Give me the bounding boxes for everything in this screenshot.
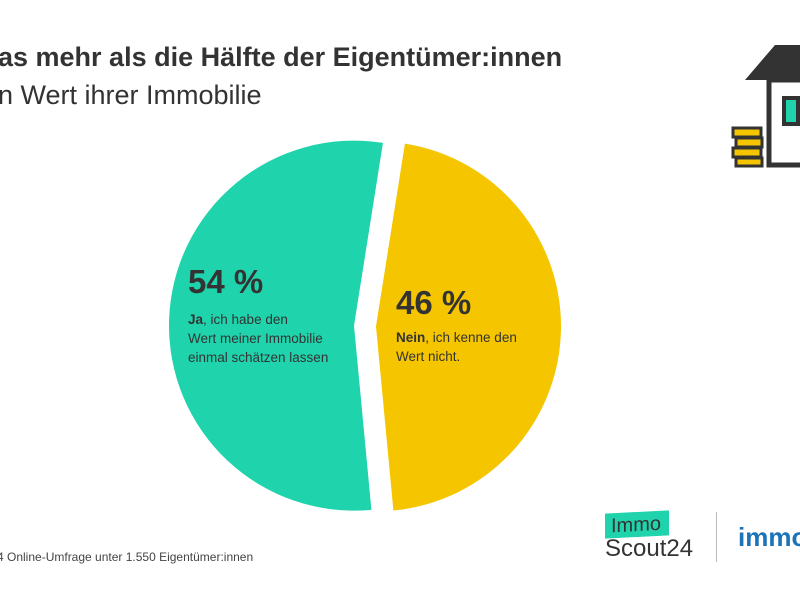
label-line2: Wert meiner Immobilie xyxy=(188,331,323,346)
chart-title: as mehr als die Hälfte der Eigentümer:in… xyxy=(0,42,563,72)
partner-logo: immo xyxy=(738,522,800,552)
logo-scout-text: Scout24 xyxy=(605,535,694,562)
label-rest: , ich habe den xyxy=(203,312,288,327)
slice-label-value-nein: 46 % xyxy=(396,284,472,321)
source-note: 4 Online-Umfrage unter 1.550 Eigentümer:… xyxy=(0,550,254,564)
logo-divider xyxy=(716,512,717,562)
slice-label-value-ja: 54 % xyxy=(188,263,264,300)
label-bold: Ja xyxy=(188,312,204,327)
label-rest: , ich kenne den xyxy=(425,330,517,345)
label-line3: einmal schätzen lassen xyxy=(188,350,329,365)
label-line2: Wert nicht. xyxy=(396,349,461,364)
slice-label-ja: Ja, ich habe den Wert meiner Immobilie e… xyxy=(188,310,328,367)
immoscout24-logo: Immo Scout24 xyxy=(605,510,694,563)
pie-slice-nein xyxy=(375,143,561,511)
logo-immo-text: Immo xyxy=(605,510,669,539)
chart-subtitle: n Wert ihrer Immobilie xyxy=(0,80,262,110)
label-bold: Nein xyxy=(396,330,426,345)
pie-slice-ja xyxy=(169,140,383,511)
house-illustration-icon xyxy=(731,45,800,168)
slice-label-nein: Nein, ich kenne den Wert nicht. xyxy=(396,328,517,366)
